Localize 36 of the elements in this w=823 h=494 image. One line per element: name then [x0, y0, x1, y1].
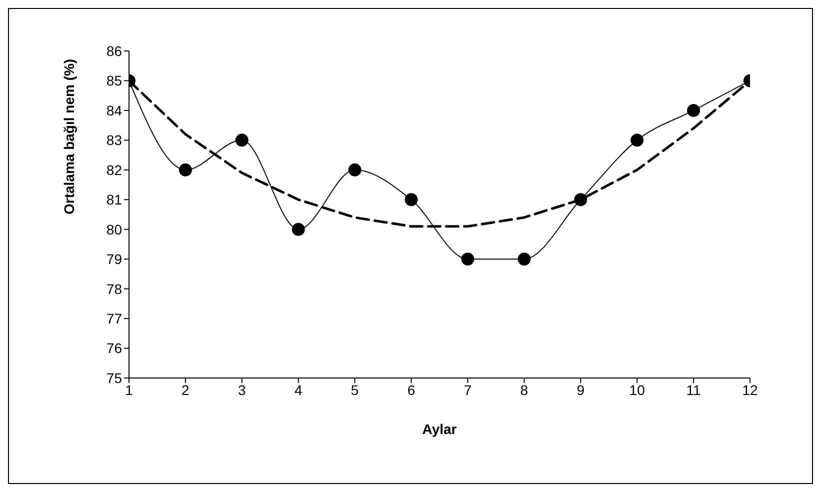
point	[687, 104, 700, 117]
point	[518, 252, 531, 266]
x-tick-label: 7	[464, 382, 472, 398]
point	[630, 134, 644, 147]
x-tick-label: 3	[238, 382, 246, 398]
point	[178, 163, 192, 176]
y-tick-label: 78	[106, 280, 122, 297]
x-tick-label: 5	[350, 382, 359, 398]
point	[574, 193, 588, 206]
point	[348, 163, 362, 176]
x-tick-label: 10	[629, 382, 646, 398]
y-tick-label: 79	[106, 251, 122, 268]
y-tick-label: 75	[106, 370, 122, 386]
y-tick-label: 86	[106, 42, 122, 59]
y-tick-label: 80	[106, 221, 122, 238]
y-axis-title: Ortalama bağıl nem (%)	[60, 58, 77, 214]
y-tick-label: 84	[106, 102, 122, 118]
y-tick-label: 81	[106, 192, 122, 208]
x-tick-label: 8	[520, 382, 528, 398]
point	[461, 252, 474, 266]
x-tick-label: 4	[294, 382, 302, 398]
x-tick-label: 1	[125, 382, 134, 398]
x-tick-label: 6	[407, 382, 416, 398]
y-tick-label: 82	[106, 162, 122, 178]
x-tick-label: 2	[182, 382, 190, 398]
point	[235, 134, 248, 147]
x-tick-label: 9	[576, 382, 585, 398]
y-tick-label: 77	[106, 310, 122, 327]
point	[404, 193, 418, 206]
point	[292, 222, 305, 236]
x-tick-label: 11	[686, 382, 702, 398]
y-tick-label: 83	[106, 132, 122, 148]
y-tick-label: 76	[106, 340, 122, 356]
x-axis-title: Aylar	[422, 421, 458, 437]
x-tick-label: 12	[742, 382, 758, 398]
y-tick-label: 85	[106, 72, 122, 89]
